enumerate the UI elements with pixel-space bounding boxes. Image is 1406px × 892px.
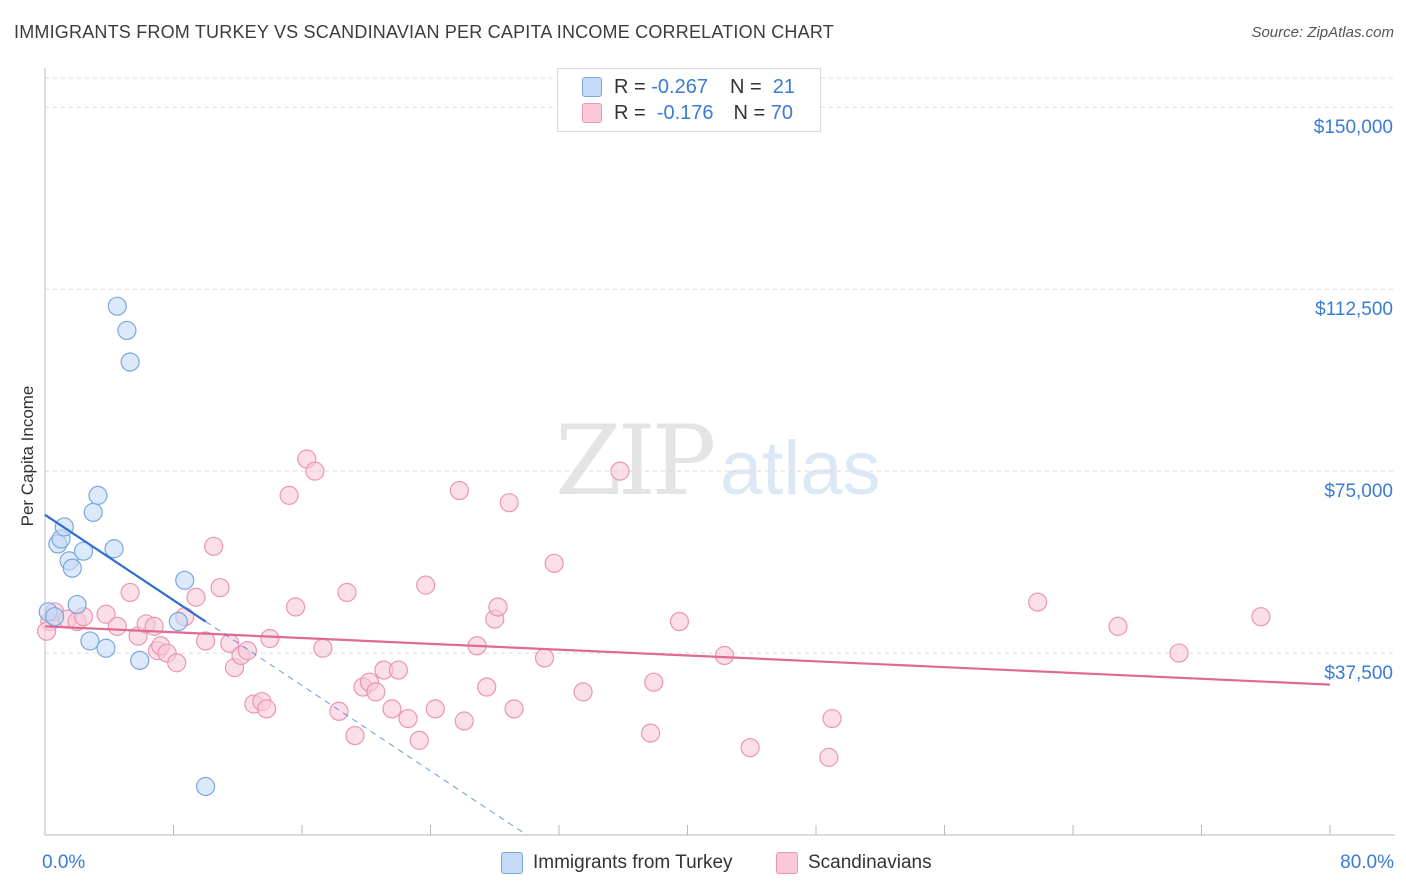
x-tick-label-max: 80.0% — [1340, 852, 1394, 873]
n-value-turkey: 21 — [772, 75, 796, 98]
scandinavians-point-44 — [416, 575, 436, 595]
scandinavians-point-26 — [257, 699, 277, 719]
turkey-point-20 — [196, 776, 216, 797]
scandinavians-point-52 — [499, 493, 519, 513]
y-tick-label-1: $75,000 — [1324, 481, 1393, 503]
scandinavians-point-7 — [120, 582, 140, 603]
turkey-point-15 — [117, 320, 137, 341]
turkey-trend-extension — [205, 621, 528, 836]
legend-item-turkey: Immigrants from Turkey — [501, 852, 733, 874]
scandinavians-point-53 — [504, 699, 524, 719]
scandinavians-point-38 — [366, 682, 386, 702]
x-tick-label-min: 0.0% — [42, 852, 86, 873]
turkey-point-7 — [67, 594, 87, 615]
turkey-point-12 — [96, 638, 116, 658]
scandinavians-point-27 — [260, 628, 280, 649]
scandinavians-point-32 — [313, 638, 333, 658]
n-value-scandinavians: 70 — [770, 101, 794, 124]
scandinavians-point-46 — [454, 711, 474, 731]
scandinavians-point-59 — [644, 672, 664, 692]
turkey-trend-line — [44, 513, 207, 623]
turkey-point-18 — [168, 611, 188, 632]
scandinavians-point-63 — [819, 747, 839, 767]
turkey-swatch — [582, 77, 602, 97]
scandinavians-point-68 — [1028, 592, 1048, 612]
scandinavians-point-31 — [305, 461, 325, 481]
scandinavians-point-5 — [96, 604, 116, 624]
y-axis-label: Per Capita Income — [18, 385, 37, 527]
scandinavians-point-56 — [573, 682, 593, 702]
turkey-point-17 — [130, 650, 150, 670]
scandinavians-swatch — [582, 103, 602, 123]
legend-row-scandinavians: R = -0.176 N = 70 — [582, 101, 793, 125]
y-tick-label-3: $150,000 — [1313, 117, 1393, 139]
scandinavians-point-14 — [167, 653, 187, 673]
scandinavians-point-57 — [610, 461, 630, 481]
scandinavians-point-51 — [488, 597, 508, 617]
series-legend: Immigrants from Turkey Scandinavians — [0, 852, 1406, 878]
turkey-point-19 — [175, 570, 195, 590]
scandinavians-point-43 — [409, 730, 429, 750]
turkey-point-9 — [80, 631, 100, 651]
legend-label-scandinavians: Scandinavians — [808, 852, 932, 873]
scandinavians-point-17 — [196, 631, 216, 651]
scandinavians-point-61 — [714, 645, 735, 666]
legend-label-turkey: Immigrants from Turkey — [533, 852, 733, 873]
turkey-point-8 — [73, 541, 94, 561]
scandinavians-point-65 — [1108, 616, 1128, 636]
scandinavians-point-35 — [345, 725, 365, 746]
scandinavians-point-6 — [107, 616, 127, 636]
turkey-point-13 — [104, 539, 124, 559]
correlation-legend: R = -0.267 N = 21 R = -0.176 N = 70 — [557, 68, 821, 132]
r-value-scandinavians: -0.176 — [656, 101, 714, 124]
scandinavians-point-67 — [1251, 607, 1271, 627]
scandinavians-point-19 — [210, 577, 230, 598]
watermark-atlas: atlas — [720, 426, 881, 511]
turkey-point-11 — [88, 485, 108, 505]
scandinavians-point-41 — [388, 660, 408, 680]
y-tick-label-0: $37,500 — [1324, 663, 1393, 685]
scandinavians-point-28 — [279, 485, 299, 505]
scandinavians-point-64 — [822, 708, 842, 729]
scandinavians-point-18 — [204, 536, 224, 556]
turkey-point-16 — [120, 352, 140, 372]
scandinavians-point-47 — [449, 480, 470, 501]
n-label: N = — [733, 101, 766, 124]
scandinavians-legend-swatch — [776, 852, 798, 874]
turkey-legend-swatch — [501, 852, 523, 874]
scandinavians-point-34 — [337, 582, 357, 603]
scandinavians-point-62 — [740, 738, 760, 758]
scandinavians-point-42 — [398, 708, 418, 729]
r-label: R = — [614, 75, 646, 98]
scandinavians-point-55 — [544, 553, 564, 573]
source-label: Source: ZipAtlas.com — [1251, 24, 1394, 41]
scandinavians-point-33 — [329, 701, 349, 721]
scandinavians-point-49 — [477, 677, 497, 697]
legend-row-turkey: R = -0.267 N = 21 — [582, 75, 795, 99]
turkey-point-14 — [107, 296, 127, 316]
scandinavians-point-29 — [285, 597, 306, 617]
turkey-point-10 — [83, 502, 103, 522]
chart-title: IMMIGRANTS FROM TURKEY VS SCANDINAVIAN P… — [14, 22, 834, 42]
scandinavians-trend-line — [44, 625, 1331, 686]
n-label: N = — [729, 75, 762, 98]
scandinavians-point-66 — [1169, 643, 1189, 663]
scandinavians-point-23 — [237, 641, 257, 661]
r-label: R = — [614, 101, 646, 124]
r-value-turkey: -0.267 — [651, 75, 708, 98]
scandinavians-point-16 — [186, 587, 206, 607]
turkey-point-6 — [62, 558, 82, 578]
legend-item-scandinavians: Scandinavians — [776, 852, 932, 874]
scandinavians-point-60 — [669, 611, 690, 632]
y-tick-label-2: $112,500 — [1315, 299, 1393, 321]
scandinavians-point-54 — [534, 648, 555, 668]
scandinavians-point-45 — [425, 699, 445, 719]
turkey-point-1 — [45, 607, 65, 627]
scandinavians-point-40 — [382, 699, 402, 719]
watermark-zip: ZIP — [555, 405, 716, 517]
scandinavians-point-58 — [640, 723, 661, 743]
